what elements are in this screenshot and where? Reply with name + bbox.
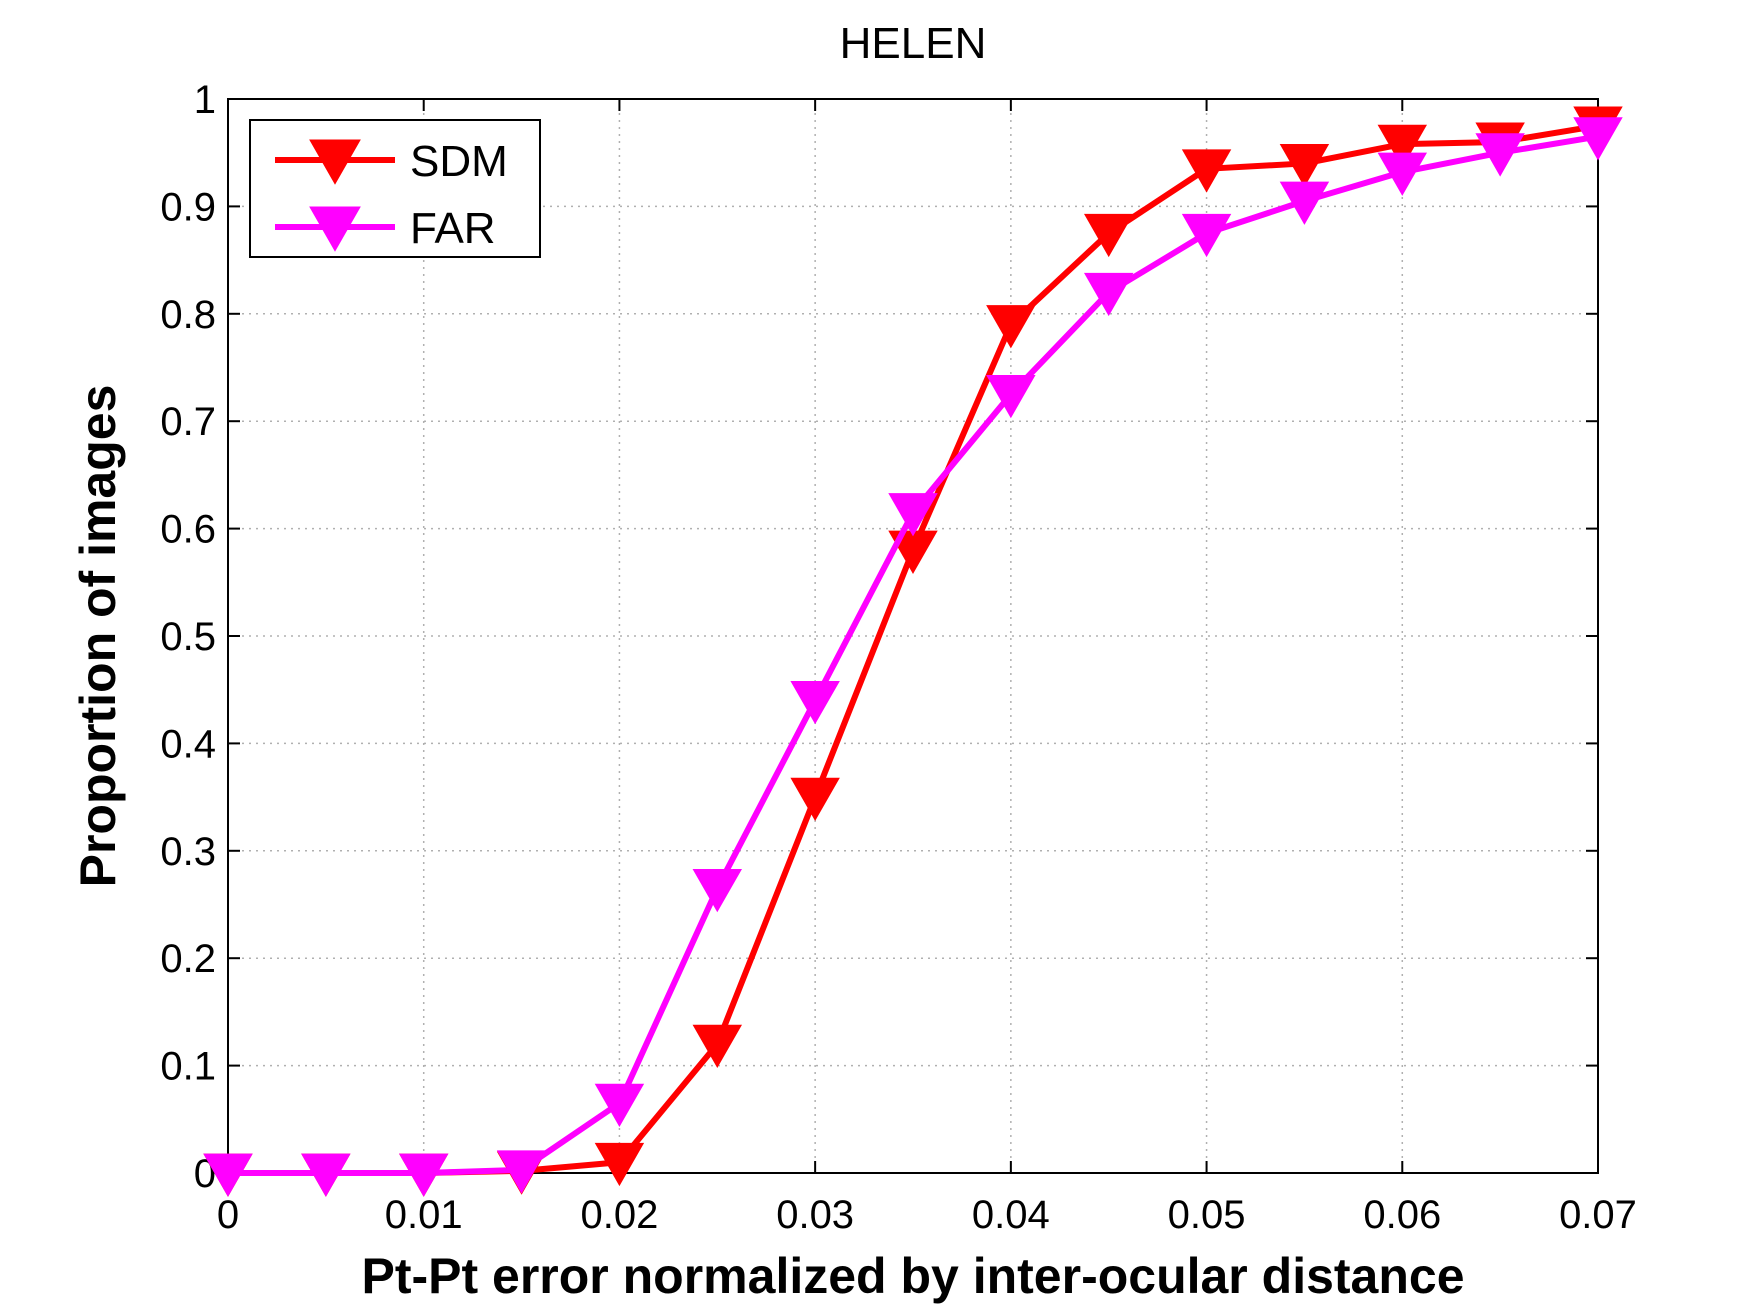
y-tick-label: 0.5 [160,615,216,659]
x-axis-label: Pt-Pt error normalized by inter-ocular d… [361,1248,1464,1304]
y-tick-label: 0.2 [160,937,216,981]
series-far [203,117,1623,1197]
y-tick-label: 0.7 [160,400,216,444]
data-point [986,305,1036,349]
data-point [1181,213,1232,258]
legend-label: FAR [410,204,496,253]
chart-title: HELEN [840,19,987,68]
data-point [790,777,840,821]
data-point [594,1083,645,1128]
legend-box [249,119,541,258]
legend-item-far: FAR [275,204,496,253]
data-point [692,868,743,913]
legend-item-sdm: SDM [275,137,508,186]
data-point [301,1153,351,1197]
y-tick-label: 0.8 [160,293,216,337]
data-point [1083,272,1134,317]
y-tick-label: 1 [194,78,216,122]
data-point [1573,117,1623,161]
legend: SDM FAR [249,119,541,258]
y-tick-label: 0.9 [160,185,216,229]
y-tick-label: 0.3 [160,830,216,874]
data-point [1181,149,1232,193]
x-tick-label: 0.05 [1168,1193,1246,1237]
x-tick-label: 0.04 [972,1193,1050,1237]
legend-label: SDM [410,137,508,186]
x-tick-label: 0.01 [385,1193,463,1237]
data-point [398,1153,449,1197]
y-axis-label: Proportion of images [70,385,126,888]
data-point [888,493,938,537]
data-point [594,1142,645,1187]
series [203,106,1623,1197]
data-point [790,681,840,725]
legend-marker [309,206,361,252]
data-point [1475,133,1525,177]
x-tick-label: 0.03 [776,1193,854,1237]
data-point [692,1024,743,1068]
grid [228,99,1598,1173]
x-tick-label: 0.07 [1559,1193,1637,1237]
x-tick-label: 0.06 [1363,1193,1441,1237]
data-point [1377,152,1428,196]
data-point [1377,124,1428,168]
data-point [1279,181,1330,225]
axis-ticks: 0 0.01 0.02 0.03 0.04 0.05 0.06 0.0700.10.20.30… [160,78,1637,1237]
y-tick-label: 0.1 [160,1045,216,1089]
y-tick-label: 0.4 [160,722,216,766]
data-point [496,1150,547,1194]
data-point [1083,213,1134,258]
data-point [1279,144,1330,188]
y-tick-label: 0.6 [160,508,216,552]
x-tick-label: 0.02 [580,1193,658,1237]
x-tick-label: 0 [217,1193,239,1237]
data-point [203,1153,253,1197]
legend-marker [309,139,361,185]
data-point [986,374,1036,419]
